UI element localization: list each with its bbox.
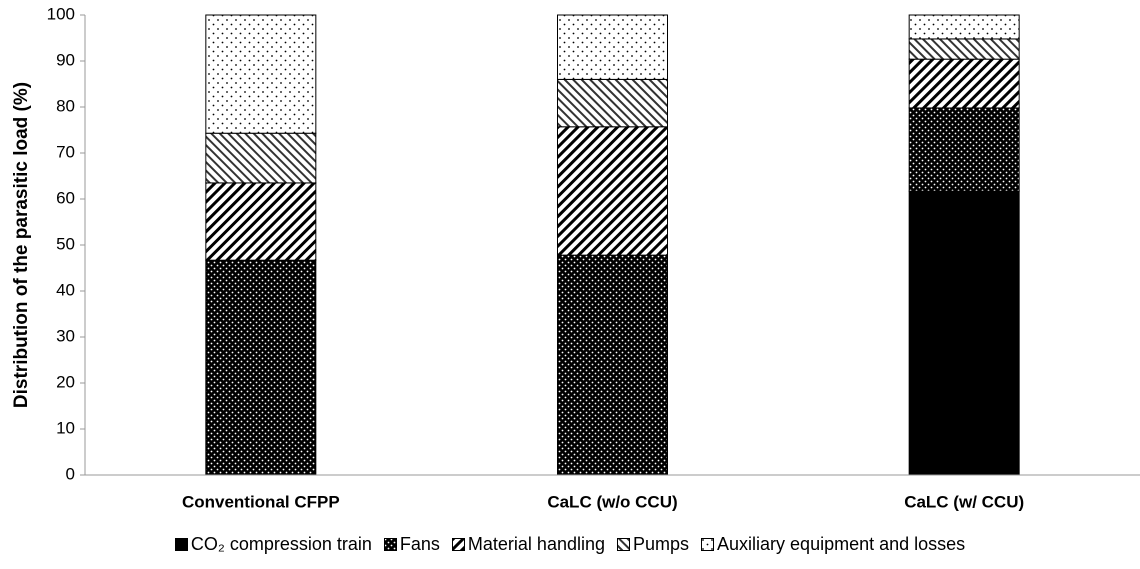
legend-swatch-box	[383, 538, 397, 551]
y-tick-label: 80	[56, 96, 75, 115]
bar-segment	[205, 132, 317, 184]
x-tick-label: CaLC (w/ CCU)	[904, 492, 1024, 511]
bar-segment	[908, 107, 1020, 192]
y-tick-label: 20	[56, 372, 75, 391]
legend-swatch-box	[451, 538, 465, 551]
legend-label: CO₂ compression train	[190, 534, 372, 554]
bar-segment	[557, 254, 668, 476]
bar-segment	[205, 259, 317, 476]
bar-segment	[908, 38, 1020, 60]
legend-item: Auxiliary equipment and losses	[701, 534, 965, 555]
legend-swatch	[701, 538, 715, 551]
bar-segment	[557, 126, 668, 256]
legend-item: Fans	[383, 534, 440, 555]
bar-segment	[205, 14, 317, 134]
bar-segment	[908, 58, 1020, 109]
y-tick-label: 0	[66, 464, 75, 483]
y-tick-label: 100	[47, 4, 75, 23]
y-tick-label: 50	[56, 234, 75, 253]
bar-segment	[557, 78, 668, 128]
y-tick-label: 60	[56, 188, 75, 207]
bar-segment	[908, 14, 1020, 40]
y-axis-title: Distribution of the parasitic load (%)	[11, 82, 32, 408]
legend-swatch	[174, 538, 188, 551]
legend-swatch	[617, 538, 630, 551]
y-tick-label: 30	[56, 326, 75, 345]
legend-label: Fans	[399, 534, 440, 554]
legend-item: Pumps	[617, 534, 689, 555]
x-tick-label: CaLC (w/o CCU)	[547, 492, 677, 511]
legend-swatch	[383, 538, 397, 551]
legend-label: Pumps	[633, 534, 690, 554]
legend-item: CO₂ compression train	[174, 534, 372, 555]
legend-swatch-box	[701, 538, 715, 551]
y-tick-label: 70	[56, 142, 75, 161]
legend-swatch	[451, 538, 465, 551]
bar-segment	[908, 190, 1020, 476]
legend-item: Material handling	[451, 534, 605, 555]
legend-swatch-box	[617, 538, 630, 551]
legend: CO₂ compression train Fans Material handli…	[0, 534, 1140, 555]
chart: Distribution of the parasitic load (%) 0…	[11, 4, 1140, 511]
bar-segment	[557, 14, 668, 80]
y-tick-label: 90	[56, 50, 75, 69]
legend-swatch-box	[174, 538, 188, 551]
legend-label: Material handling	[467, 534, 605, 554]
bar-segment	[205, 182, 317, 261]
x-tick-label: Conventional CFPP	[182, 492, 340, 511]
y-tick-label: 10	[56, 418, 75, 437]
legend-label: Auxiliary equipment and losses	[717, 534, 966, 554]
y-tick-label: 40	[56, 280, 75, 299]
